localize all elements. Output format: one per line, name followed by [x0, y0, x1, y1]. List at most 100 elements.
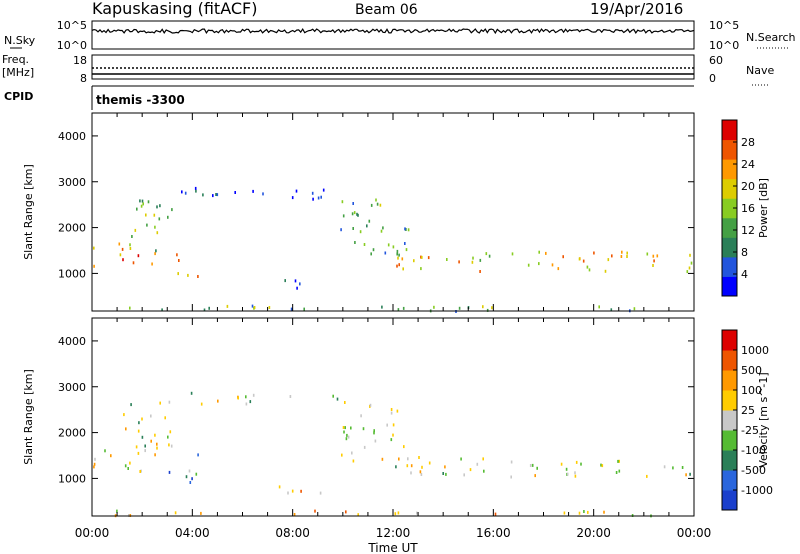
colorbar-segment [722, 490, 737, 511]
data-cell [618, 459, 620, 463]
data-cell [134, 228, 137, 232]
data-cell [476, 462, 479, 466]
data-cell [137, 451, 140, 455]
data-cell [161, 308, 163, 312]
data-cell [396, 252, 398, 256]
data-cell [197, 275, 199, 278]
data-cell [174, 511, 177, 515]
x-tick-label: 16:00 [476, 526, 511, 540]
data-cell [319, 491, 322, 495]
data-cell [588, 268, 591, 272]
power-panel-frame [91, 112, 695, 312]
data-cell [253, 306, 256, 309]
data-cell [578, 257, 581, 261]
data-cell [421, 465, 423, 469]
velocity-panel: 1000 2000 3000 4000 Slant Range [km] [22, 317, 695, 518]
data-cell [336, 397, 339, 401]
data-cell [93, 462, 96, 466]
freq-right-tick-bottom: 0 [709, 72, 716, 85]
data-cell [603, 510, 605, 514]
data-cell [403, 445, 405, 449]
colorbar-tick-label: 24 [741, 158, 755, 171]
data-cell [178, 259, 180, 262]
data-cell [268, 306, 271, 309]
data-cell [646, 252, 649, 256]
data-cell [212, 194, 214, 198]
data-cell [373, 429, 375, 433]
data-cell [216, 193, 219, 197]
y-tick-label: 3000 [58, 381, 86, 394]
data-cell [124, 464, 127, 468]
power-colorbar: 4 8 12 16 20 24 28 [721, 119, 755, 297]
data-cell [195, 472, 198, 476]
velocity-colorbar-label: Velocity [m s^-1] [757, 372, 770, 467]
data-cell [689, 472, 691, 476]
data-cell [534, 474, 536, 478]
data-cell [208, 306, 210, 310]
data-cell [159, 204, 161, 208]
x-tick-label: 04:00 [175, 526, 210, 540]
data-cell [471, 260, 474, 264]
data-cell [563, 511, 566, 515]
data-cell [127, 467, 129, 470]
data-cell [344, 426, 346, 430]
data-cell [139, 470, 141, 473]
data-cell [538, 250, 540, 254]
data-cell [396, 409, 399, 413]
data-cell [342, 426, 345, 429]
cpid-label: CPID [4, 90, 33, 103]
data-cell [405, 248, 408, 252]
data-cell [317, 196, 320, 200]
data-cell [181, 190, 183, 194]
data-cell [135, 445, 138, 449]
data-cell [373, 431, 375, 435]
data-cell [536, 466, 538, 470]
data-cell [320, 195, 322, 199]
data-cell [167, 215, 169, 219]
data-cell [416, 511, 418, 515]
data-cell [510, 460, 513, 464]
colorbar-segment [722, 120, 737, 141]
data-cell [289, 395, 292, 398]
data-cell [203, 308, 206, 312]
data-cell [368, 219, 371, 223]
y-tick-label: 3000 [58, 176, 86, 189]
data-cell [681, 466, 684, 469]
data-cell [418, 456, 420, 459]
data-cell [402, 306, 405, 310]
data-cell [159, 401, 161, 405]
colorbar-segment [722, 198, 737, 219]
data-cell [295, 189, 298, 193]
data-cell [353, 211, 356, 215]
data-cell [689, 253, 691, 257]
data-cell [369, 403, 372, 407]
site-title: Kapuskasing (fitACF) [92, 0, 257, 18]
data-cell [479, 270, 481, 273]
data-cell [119, 253, 122, 257]
data-cell [690, 261, 693, 265]
data-cell [156, 442, 158, 446]
data-cell [672, 466, 674, 470]
data-cell [359, 230, 362, 234]
freq-left-tick-bottom: 8 [80, 72, 87, 85]
data-cell [345, 510, 347, 514]
colorbar-segment [722, 256, 737, 277]
noise-left-tick-bottom: 10^0 [57, 39, 87, 52]
data-cell [463, 473, 465, 477]
data-cell [170, 444, 173, 448]
data-cell [633, 307, 636, 311]
data-cell [190, 391, 193, 395]
data-cell [491, 306, 493, 310]
data-cell [141, 199, 144, 203]
data-cell [445, 472, 447, 476]
data-cell [352, 459, 355, 463]
data-cell [611, 254, 613, 258]
data-cell [600, 463, 602, 467]
data-cell [406, 464, 409, 468]
data-cell [413, 259, 415, 263]
data-cell [656, 254, 659, 258]
data-cell [154, 225, 156, 229]
data-cell [341, 200, 344, 204]
velocity-colorbar: 1000 500 100 25 -25 -100 -500 -1000 [721, 329, 773, 511]
